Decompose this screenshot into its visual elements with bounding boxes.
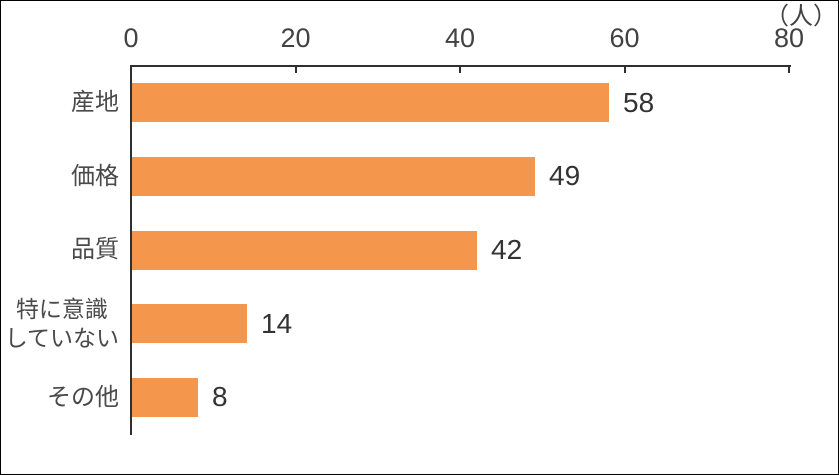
- x-tick-label: 20: [280, 23, 311, 53]
- x-tick-mark: [623, 66, 626, 73]
- x-tick-label: 80: [773, 23, 805, 53]
- value-label: 14: [261, 307, 293, 339]
- y-axis-line: [130, 65, 132, 435]
- bar: [132, 156, 535, 196]
- x-tick-label: 40: [444, 23, 476, 53]
- bar: [132, 230, 477, 270]
- bar: [132, 377, 198, 417]
- category-label: 特に意識 していない: [4, 295, 119, 351]
- category-label: 産地: [71, 89, 119, 117]
- value-label: 8: [212, 381, 228, 413]
- category-label: その他: [47, 383, 119, 411]
- value-label: 58: [623, 86, 655, 118]
- category-label: 品質: [71, 236, 119, 264]
- x-tick-label: 0: [123, 23, 139, 53]
- value-label: 49: [549, 160, 581, 192]
- category-label: 価格: [71, 162, 119, 190]
- bar: [132, 83, 609, 123]
- value-label: 42: [491, 233, 523, 265]
- x-tick-mark: [459, 66, 461, 73]
- bar: [132, 304, 247, 344]
- x-tick-mark: [788, 66, 790, 73]
- x-tick-label: 60: [609, 23, 640, 53]
- x-tick-mark: [294, 66, 297, 73]
